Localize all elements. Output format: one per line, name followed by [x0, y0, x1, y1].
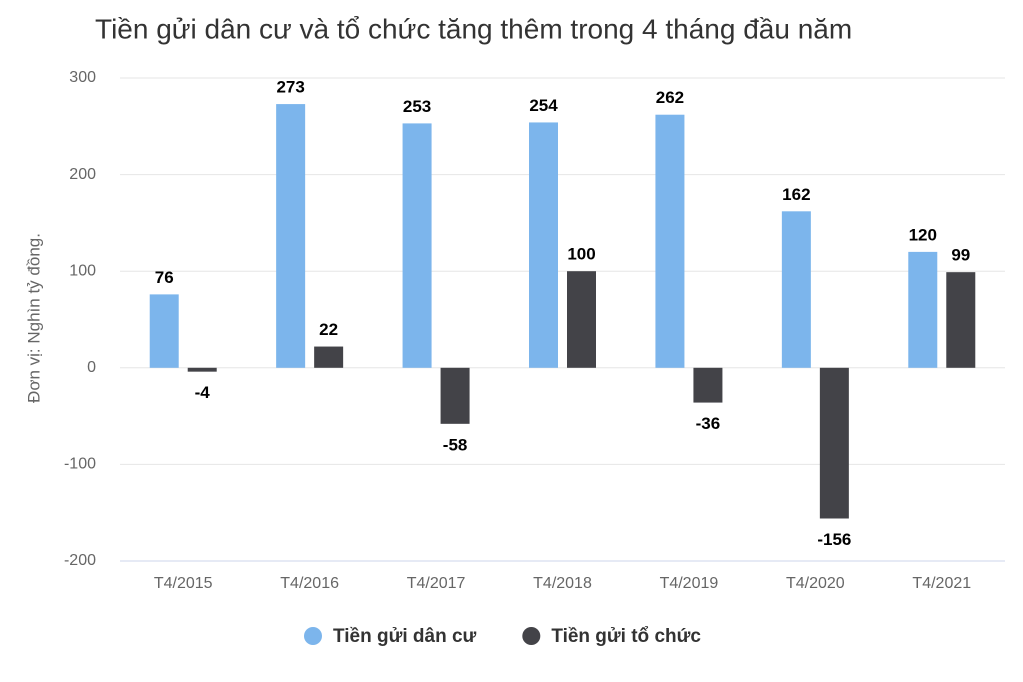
x-tick-label: T4/2017: [407, 575, 466, 592]
data-label: -4: [195, 383, 211, 402]
data-label: 99: [951, 246, 970, 265]
bar: [819, 367, 849, 519]
data-label: 100: [567, 245, 595, 264]
legend-label: Tiền gửi dân cư: [333, 626, 477, 647]
data-label: -156: [817, 530, 851, 549]
x-tick-label: T4/2021: [912, 575, 971, 592]
data-label: -58: [443, 435, 468, 454]
bar: [440, 367, 470, 424]
y-tick-label: 300: [69, 69, 96, 86]
data-label: -36: [696, 414, 721, 433]
data-label: 120: [909, 225, 937, 244]
bar: [908, 251, 938, 368]
bar: [276, 104, 306, 368]
chart-title: Tiền gửi dân cư và tổ chức tăng thêm tro…: [95, 13, 852, 44]
legend-marker: [522, 627, 541, 645]
bar: [149, 294, 179, 368]
legend-label: Tiền gửi tổ chức: [551, 626, 701, 647]
bar: [693, 367, 723, 403]
data-label: 262: [656, 88, 684, 107]
bar: [529, 122, 558, 368]
x-tick-label: T4/2018: [533, 575, 592, 592]
x-tick-label: T4/2016: [280, 575, 339, 592]
bar: [567, 271, 596, 368]
bar: [655, 114, 685, 368]
bar: [946, 272, 976, 368]
x-tick-label: T4/2020: [786, 575, 845, 592]
bar: [314, 346, 344, 368]
y-tick-label: -100: [64, 456, 96, 473]
data-label: 76: [155, 268, 174, 287]
y-tick-label: -200: [64, 552, 96, 569]
data-label: 162: [782, 185, 810, 204]
data-label: 273: [276, 78, 304, 97]
y-axis-title: Đơn vị: Nghìn tỷ đồng.: [24, 233, 43, 403]
y-tick-label: 100: [69, 262, 96, 279]
data-label: 253: [403, 97, 431, 116]
bar: [402, 123, 432, 368]
data-label: 254: [529, 96, 558, 115]
bar: [187, 367, 217, 372]
x-tick-label: T4/2019: [660, 575, 719, 592]
data-label: 22: [319, 320, 338, 339]
legend-marker: [304, 627, 322, 645]
bar: [781, 211, 811, 368]
y-tick-label: 0: [87, 359, 96, 376]
y-tick-label: 200: [69, 166, 96, 183]
x-tick-label: T4/2015: [154, 575, 213, 592]
